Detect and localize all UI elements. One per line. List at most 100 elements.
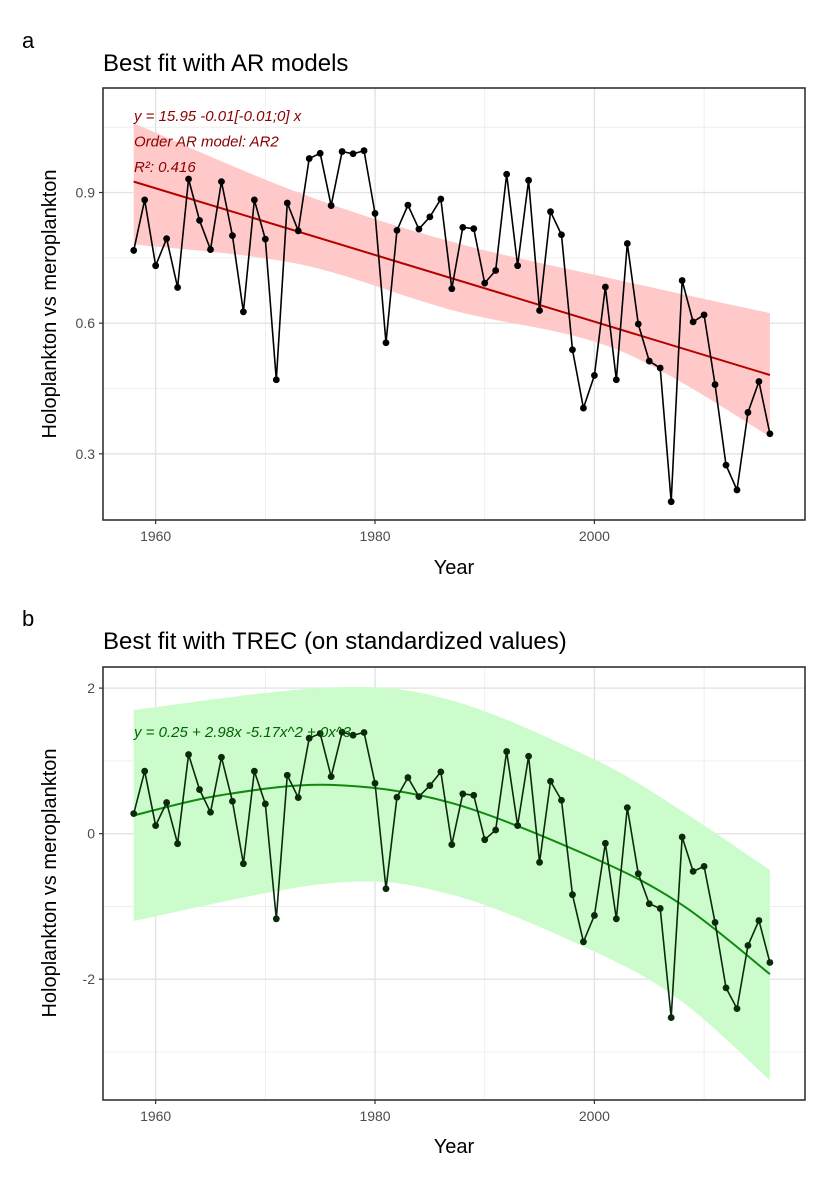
confidence-ribbon <box>133 123 770 437</box>
data-point <box>152 262 160 270</box>
y-tick-label: -2 <box>83 971 96 987</box>
data-point <box>667 1014 675 1022</box>
data-point <box>591 912 598 919</box>
data-point <box>185 751 192 758</box>
y-tick-label: 0.9 <box>76 185 96 201</box>
data-point <box>481 279 489 287</box>
data-point <box>196 786 203 793</box>
fit-annotation: R²: 0.416 <box>134 159 196 176</box>
data-point <box>261 235 269 243</box>
data-point <box>645 357 653 365</box>
data-point <box>601 839 609 847</box>
data-point <box>766 430 774 438</box>
data-point <box>174 284 181 291</box>
data-point <box>229 797 236 805</box>
data-point <box>591 372 598 379</box>
data-point <box>261 800 269 808</box>
data-point <box>645 900 653 908</box>
data-point <box>733 486 741 494</box>
data-point <box>689 867 697 875</box>
data-point <box>492 826 500 834</box>
data-point <box>634 870 642 878</box>
data-point <box>514 822 522 830</box>
data-point <box>174 840 181 848</box>
data-point <box>536 858 543 866</box>
y-tick-label: 0.6 <box>76 315 96 331</box>
data-point <box>218 753 225 761</box>
data-point <box>371 779 379 787</box>
data-point <box>152 822 160 830</box>
data-point <box>349 731 357 739</box>
x-tick-label: 2000 <box>579 528 610 544</box>
data-point <box>755 917 763 924</box>
data-point <box>437 195 445 203</box>
panel-tag: b <box>22 606 34 631</box>
data-point <box>689 318 697 326</box>
plot-area: y = 15.95 -0.01[-0.01;0] x Order AR model… <box>102 87 806 521</box>
y-axis-label: Holoplankton vs meroplankton <box>39 748 61 1017</box>
panel-a: a Best fit with AR models Year Holoplank… <box>22 28 806 579</box>
y-axis-label: Holoplankton vs meroplankton <box>39 169 61 438</box>
data-point <box>130 810 138 818</box>
x-axis-label: Year <box>434 1136 475 1158</box>
x-tick-label: 1960 <box>140 1108 171 1124</box>
data-point <box>558 796 565 804</box>
data-point <box>327 773 335 780</box>
data-point <box>459 223 467 231</box>
panel-tag: a <box>22 28 35 53</box>
data-point <box>250 196 258 204</box>
data-point <box>229 232 236 240</box>
data-point <box>678 277 686 284</box>
x-tick-label: 1960 <box>140 528 171 544</box>
data-point <box>623 804 631 811</box>
data-point <box>525 752 532 760</box>
data-point <box>371 210 379 217</box>
fit-annotation: y = 15.95 -0.01[-0.01;0] x <box>133 108 302 125</box>
data-point <box>503 170 511 178</box>
data-point <box>744 409 752 416</box>
data-point <box>426 213 434 221</box>
panel-b: b Best fit with TREC (on standardized va… <box>22 606 806 1158</box>
data-point <box>207 808 214 816</box>
data-point <box>722 984 730 992</box>
data-point <box>240 860 247 868</box>
data-point <box>305 155 313 162</box>
data-point <box>470 225 478 233</box>
data-point <box>612 376 620 384</box>
data-point <box>470 791 478 799</box>
data-point <box>733 1005 741 1012</box>
data-point <box>525 176 532 184</box>
fit-line <box>133 783 771 975</box>
data-point <box>415 225 423 233</box>
data-point <box>207 246 214 253</box>
data-point <box>163 235 171 243</box>
data-point <box>558 231 565 239</box>
data-point <box>393 227 401 234</box>
x-tick-label: 2000 <box>579 1108 610 1124</box>
data-point <box>536 307 543 314</box>
data-point <box>404 201 412 209</box>
data-point <box>316 730 324 737</box>
data-point <box>283 199 291 207</box>
data-point <box>711 919 719 926</box>
data-point <box>700 862 708 870</box>
data-point <box>547 208 554 216</box>
data-point <box>612 915 620 923</box>
data-point <box>459 790 467 798</box>
data-point <box>404 774 412 781</box>
y-tick-label: 0.3 <box>76 446 96 462</box>
data-point <box>250 767 258 775</box>
data-point <box>305 734 313 742</box>
chart-title: Best fit with TREC (on standardized valu… <box>103 628 567 655</box>
data-point <box>656 364 664 372</box>
plot-border <box>102 666 806 1101</box>
data-point <box>426 782 434 789</box>
data-point <box>492 267 500 274</box>
data-point <box>415 793 423 801</box>
data-point <box>272 376 280 384</box>
data-point <box>316 149 324 157</box>
data-point <box>667 498 675 506</box>
fit-annotation: Order AR model: AR2 <box>134 134 279 151</box>
data-point <box>338 148 346 155</box>
plot-border <box>102 87 806 521</box>
